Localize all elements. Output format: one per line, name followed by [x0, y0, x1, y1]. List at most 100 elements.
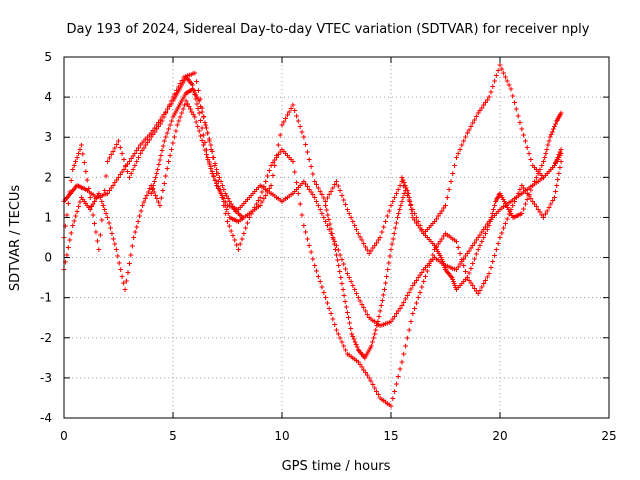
data-point: +	[98, 192, 104, 202]
data-point: +	[115, 252, 121, 262]
data-point: +	[481, 280, 487, 290]
data-point: +	[285, 151, 291, 161]
data-point: +	[268, 189, 274, 199]
data-point: +	[326, 215, 332, 225]
data-point: +	[518, 210, 524, 220]
data-point: +	[140, 201, 146, 211]
data-point: +	[494, 196, 500, 206]
data-point: +	[544, 145, 550, 155]
data-point: +	[188, 105, 194, 115]
data-point: +	[96, 193, 102, 203]
data-point: +	[170, 139, 176, 149]
data-point: +	[555, 115, 561, 125]
data-point: +	[151, 181, 157, 191]
data-point: +	[557, 163, 563, 173]
data-point: +	[372, 242, 378, 252]
data-point: +	[234, 208, 240, 218]
data-point: +	[212, 177, 218, 187]
data-point: +	[337, 268, 343, 278]
data-point: +	[346, 314, 352, 324]
data-point: +	[558, 110, 564, 120]
data-point: +	[526, 149, 532, 159]
data-point: +	[296, 189, 302, 199]
data-point: +	[515, 189, 521, 199]
data-point: +	[90, 191, 96, 201]
data-point: +	[180, 95, 186, 105]
data-point: +	[71, 161, 77, 171]
data-point: +	[297, 200, 303, 210]
data-point: +	[432, 254, 438, 264]
data-point: +	[317, 187, 323, 197]
data-point: +	[496, 192, 502, 202]
data-point: +	[438, 254, 444, 264]
data-point: +	[319, 283, 325, 293]
data-point: +	[314, 267, 320, 277]
data-point: +	[190, 70, 196, 80]
data-point: +	[452, 161, 458, 171]
data-point: +	[423, 272, 429, 282]
data-point: +	[287, 153, 293, 163]
data-point: +	[268, 181, 274, 191]
data-point: +	[257, 193, 263, 203]
data-point: +	[64, 211, 70, 221]
data-point: +	[512, 197, 518, 207]
data-point: +	[177, 85, 183, 95]
data-point: +	[90, 211, 96, 221]
data-point: +	[366, 314, 372, 324]
data-point: +	[85, 176, 91, 186]
data-point: +	[199, 137, 205, 147]
data-point: +	[357, 361, 363, 371]
data-point: +	[470, 282, 476, 292]
data-point: +	[248, 208, 254, 218]
data-point: +	[487, 217, 493, 227]
data-point: +	[110, 147, 116, 157]
data-point: +	[408, 201, 414, 211]
data-point: +	[272, 192, 278, 202]
data-point: +	[497, 61, 503, 71]
data-point: +	[374, 319, 380, 329]
data-point: +	[277, 131, 283, 141]
data-point: +	[147, 136, 153, 146]
data-point: +	[457, 260, 463, 270]
data-point: +	[517, 185, 523, 195]
data-point: +	[217, 173, 223, 183]
y-tick-label: 2	[44, 170, 52, 184]
data-point: +	[506, 199, 512, 209]
data-point: +	[401, 350, 407, 360]
data-point: +	[508, 85, 514, 95]
data-point: +	[66, 192, 72, 202]
data-point: +	[442, 264, 448, 274]
data-point: +	[386, 318, 392, 328]
data-point: +	[321, 194, 327, 204]
data-point: +	[452, 282, 458, 292]
data-point: +	[171, 95, 177, 105]
data-point: +	[199, 124, 205, 134]
data-point: +	[303, 180, 309, 190]
data-point: +	[74, 207, 80, 217]
data-point: +	[432, 242, 438, 252]
data-point: +	[466, 269, 472, 279]
data-point: +	[485, 96, 491, 106]
data-point: +	[171, 111, 177, 121]
data-point: +	[156, 119, 162, 129]
data-point: +	[363, 243, 369, 253]
data-point: +	[159, 113, 165, 123]
data-point: +	[92, 192, 98, 202]
data-point: +	[450, 235, 456, 245]
data-point: +	[247, 193, 253, 203]
data-point: +	[539, 161, 545, 171]
data-point: +	[183, 72, 189, 82]
data-point: +	[372, 330, 378, 340]
data-point: +	[130, 242, 136, 252]
data-point: +	[468, 264, 474, 274]
data-point: +	[448, 272, 454, 282]
data-point: +	[377, 307, 383, 317]
data-point: +	[334, 251, 340, 261]
data-point: +	[277, 148, 283, 158]
data-point: +	[545, 169, 551, 179]
data-point: +	[208, 163, 214, 173]
data-point: +	[405, 292, 411, 302]
data-point: +	[86, 185, 92, 195]
data-point: +	[526, 184, 532, 194]
data-point: +	[494, 195, 500, 205]
